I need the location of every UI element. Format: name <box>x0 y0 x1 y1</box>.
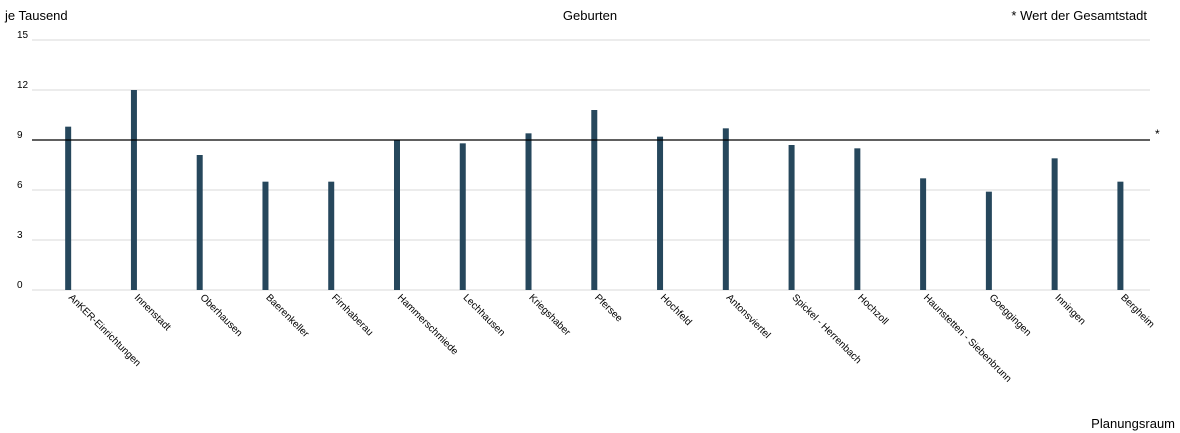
bar <box>788 145 795 290</box>
category-label: Hochzoll <box>855 292 890 327</box>
y-tick-labels: 0 3 6 9 12 15 <box>17 30 29 291</box>
y-tick-label: 3 <box>17 230 23 241</box>
bar <box>328 181 335 290</box>
category-label: Baerenkeller <box>263 292 311 340</box>
bar <box>920 178 927 290</box>
reference-marker: * <box>1155 127 1160 141</box>
y-tick-label: 6 <box>17 180 23 191</box>
category-label: Antonsviertel <box>724 292 773 341</box>
category-label: Hochfeld <box>658 292 694 328</box>
category-label: Innenstadt <box>132 292 173 333</box>
bars <box>65 90 1124 291</box>
bar <box>459 143 466 290</box>
bar <box>130 90 137 290</box>
category-label: Oberhausen <box>198 292 245 339</box>
y-tick-label: 12 <box>17 80 29 91</box>
bar <box>1117 181 1124 290</box>
y-tick-label: 0 <box>17 280 23 291</box>
x-axis-label: Planungsraum <box>1091 416 1175 431</box>
bar <box>393 140 400 290</box>
bar <box>65 126 72 291</box>
category-label: Spickel - Herrenbach <box>789 292 863 366</box>
bar <box>657 136 664 290</box>
category-label: Goeggingen <box>987 292 1033 338</box>
category-label: Bergheim <box>1118 292 1156 330</box>
reference-note: * Wert der Gesamtstadt <box>1011 8 1147 23</box>
bar <box>262 181 269 290</box>
chart-title: Geburten <box>562 8 618 23</box>
bar <box>854 148 861 290</box>
y-axis-label: je Tausend <box>5 8 68 23</box>
category-label: Lechhausen <box>461 292 507 338</box>
category-label: Inningen <box>1053 292 1088 327</box>
category-label: Pfersee <box>592 292 624 324</box>
y-tick-label: 9 <box>17 130 23 141</box>
category-label: AnKER-Einrichtungen <box>66 292 143 369</box>
category-label: Firnhaberau <box>329 292 375 338</box>
bar <box>196 155 203 290</box>
category-label: Kriegshaber <box>526 292 572 338</box>
reference-layer: * <box>32 127 1160 141</box>
category-label: Hammerschmiede <box>395 292 460 357</box>
bar <box>591 110 598 290</box>
bar <box>985 191 992 290</box>
bar <box>525 133 532 290</box>
bar <box>1051 158 1058 290</box>
bar <box>722 128 729 290</box>
y-tick-label: 15 <box>17 30 29 41</box>
